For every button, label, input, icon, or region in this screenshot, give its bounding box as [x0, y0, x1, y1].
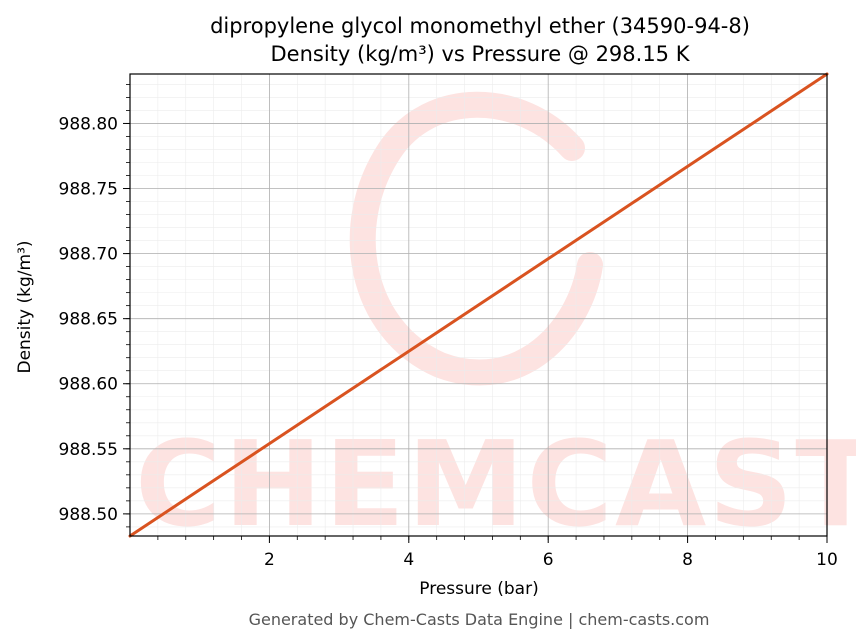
- footer-credit: Generated by Chem-Casts Data Engine | ch…: [249, 610, 710, 629]
- watermark-swirl: [349, 91, 603, 386]
- tick-labels: 2 4 6 8 10 988.50 988.55 988.60 988.65 988.70 988.…: [59, 114, 838, 570]
- chemcasts-watermark: CHEMCASTS: [135, 91, 856, 553]
- x-tick-label: 6: [543, 550, 554, 570]
- y-tick-label: 988.65: [59, 310, 118, 330]
- y-tick-label: 988.75: [59, 180, 118, 200]
- y-tick-label: 988.80: [59, 114, 118, 134]
- y-tick-label: 988.50: [59, 505, 118, 525]
- y-tick-label: 988.70: [59, 245, 118, 265]
- x-tick-label: 8: [682, 550, 693, 570]
- x-tick-label: 4: [403, 550, 414, 570]
- tick-marks: [123, 84, 828, 543]
- density-series-line: [128, 72, 829, 538]
- watermark-text: CHEMCASTS: [135, 415, 856, 553]
- x-tick-label: 2: [264, 550, 275, 570]
- chart-title: dipropylene glycol monomethyl ether (345…: [210, 14, 750, 38]
- y-tick-label: 988.55: [59, 440, 118, 460]
- y-tick-label: 988.60: [59, 375, 118, 395]
- x-axis-label: Pressure (bar): [419, 579, 538, 599]
- major-grid: [130, 74, 828, 536]
- series-layer: [128, 72, 829, 538]
- x-tick-label: 10: [816, 550, 838, 570]
- plot-frame: [129, 73, 828, 537]
- chart-subtitle: Density (kg/m³) vs Pressure @ 298.15 K: [270, 42, 690, 66]
- y-axis-label: Density (kg/m³): [15, 240, 35, 373]
